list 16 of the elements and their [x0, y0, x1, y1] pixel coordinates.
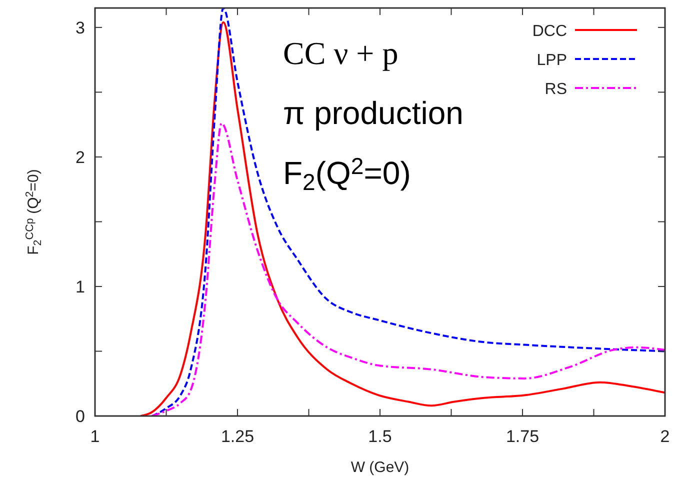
y-tick-label: 1 [76, 277, 85, 296]
annotation: CC ν + p [283, 35, 398, 71]
legend-label: RS [544, 81, 567, 98]
x-tick-label: 2 [660, 427, 670, 446]
x-tick-label: 1.5 [368, 427, 392, 446]
legend-label: LPP [536, 52, 567, 69]
y-tick-label: 3 [76, 18, 85, 38]
annotation: π production [283, 95, 464, 131]
y-tick-label: 2 [76, 148, 85, 167]
x-tick-label: 1.25 [220, 427, 254, 446]
x-tick-label: 1.75 [506, 427, 540, 446]
x-axis-title: W (GeV) [350, 459, 410, 476]
legend-label: DCC [532, 23, 567, 40]
x-tick-label: 1 [90, 427, 100, 446]
y-tick-label: 0 [76, 407, 85, 426]
annotation: F$_{2}$(Q$^{2}$=0) [283, 152, 411, 195]
